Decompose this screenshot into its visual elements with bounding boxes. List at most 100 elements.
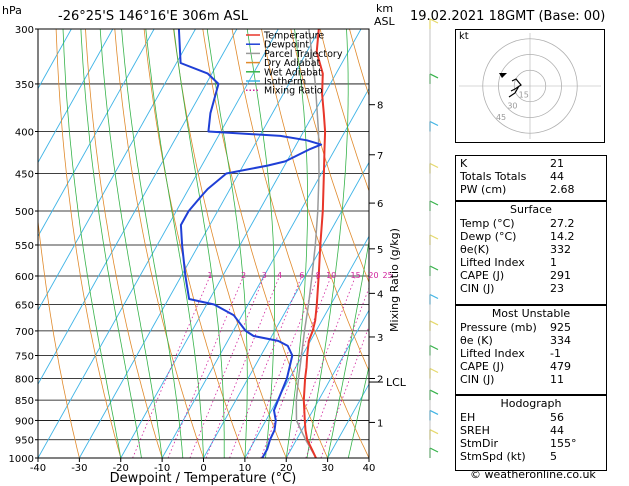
temperature-tick-label: -10: [154, 463, 170, 474]
height-tick-label: 3: [377, 333, 383, 344]
temperature-tick-label: 0: [200, 463, 206, 474]
wind-barb-flag: [429, 389, 439, 395]
wind-barb-flag: [429, 265, 439, 271]
row-label: CAPE (J): [460, 269, 505, 282]
dry-adiabat-line: [55, 29, 122, 458]
isotherm-line: [203, 161, 369, 458]
table-row: StmDir 155°: [456, 437, 606, 450]
row-label: StmDir: [460, 437, 499, 450]
dry-adiabat-line: [114, 29, 204, 458]
dry-adiabat-line: [290, 29, 369, 284]
table-row: Lifted Index 1: [456, 256, 606, 269]
isotherm-line: [38, 29, 279, 458]
legend-label: Mixing Ratio: [264, 86, 323, 97]
row-value: 11: [550, 373, 564, 386]
wet-adiabat-line: [285, 29, 308, 458]
table-row: CIN (J) 23: [456, 282, 606, 295]
pressure-tick-label: 450: [15, 169, 34, 180]
pressure-tick-label: 600: [15, 272, 34, 283]
row-value: 1: [550, 256, 557, 269]
km-label: km: [376, 2, 393, 15]
pressure-tick-label: 1000: [9, 454, 34, 465]
isotherm-line: [38, 29, 114, 164]
row-value: 23: [550, 282, 564, 295]
table-row: CIN (J) 11: [456, 373, 606, 386]
most-unstable-table: Pressure (mb) 925 θe (K) 334 Lifted Index -1 C…: [456, 321, 606, 386]
surface-title: Surface: [510, 203, 552, 216]
legend-label: Dewpoint: [264, 40, 309, 51]
pressure-tick-label: 800: [15, 374, 34, 385]
hodograph-table: EH 56 SREH 44 StmDir 155° StmSpd (kt) 5: [456, 411, 606, 463]
surface-box: Surface Temp (°C) 27.2 Dewp (°C) 14.2 θe(K) 3…: [455, 201, 607, 305]
mixing-ratio-label: 8: [316, 271, 321, 280]
table-row: PW (cm) 2.68: [456, 183, 606, 196]
hpa-label: hPa: [2, 4, 22, 17]
wet-adiabat-line: [145, 29, 204, 458]
table-row: EH 56: [456, 411, 606, 424]
indices-table: K 21 Totals Totals 44 PW (cm) 2.68: [456, 157, 606, 196]
isotherm-line: [285, 309, 369, 458]
wind-barb-flag: [429, 200, 439, 206]
wet-adiabat-line: [206, 29, 248, 458]
row-value: 56: [550, 411, 564, 424]
height-tick-label: 4: [377, 289, 383, 300]
isotherm-line: [244, 235, 369, 458]
pressure-tick-label: 500: [15, 207, 34, 218]
most-unstable-box: Most Unstable Pressure (mb) 925 θe (K) 334 L…: [455, 305, 607, 395]
dry-adiabat-line: [173, 29, 287, 458]
temperature-tick-label: -20: [113, 463, 129, 474]
mixing-ratio-line: [320, 325, 369, 458]
temperature-tick-label: 40: [363, 463, 376, 474]
mixing-ratio-label: 10: [326, 271, 336, 280]
row-label: SREH: [460, 424, 490, 437]
wind-barb-flag: [429, 429, 439, 435]
hodograph-kt-label: kt: [459, 31, 469, 42]
height-tick-label: 8: [377, 101, 383, 112]
temperature-tick-label: 30: [321, 463, 334, 474]
wet-adiabat-line: [246, 29, 275, 458]
mixing-ratio-label: 3: [262, 271, 267, 280]
isotherm-line: [327, 383, 369, 458]
dry-adiabat-line: [231, 29, 369, 458]
pressure-tick-label: 400: [15, 128, 34, 139]
mixing-ratio-label: 15: [350, 271, 360, 280]
row-label: Dewp (°C): [460, 230, 517, 243]
table-row: θe (K) 334: [456, 334, 606, 347]
mixing-ratio-label: 25: [383, 271, 393, 280]
pressure-tick-label: 550: [15, 241, 34, 252]
table-row: SREH 44: [456, 424, 606, 437]
credit-text: © weatheronline.co.uk: [470, 468, 596, 481]
row-value: 44: [550, 424, 564, 437]
mixing-ratio-line: [260, 275, 332, 458]
height-tick-label: 2: [377, 374, 383, 385]
x-axis-label: Dewpoint / Temperature (°C): [110, 471, 297, 486]
wind-barb-flag: [429, 293, 439, 300]
row-label: K: [460, 157, 468, 170]
dry-adiabat-line: [85, 29, 163, 458]
row-value: 5: [550, 450, 557, 463]
mixing-ratio-line: [305, 286, 369, 458]
isotherm-line: [120, 29, 362, 458]
asl-label: ASL: [374, 15, 396, 28]
pressure-tick-label: 750: [15, 351, 34, 362]
row-value: 925: [550, 321, 571, 334]
pressure-tick-label: 900: [15, 416, 34, 427]
row-label: Pressure (mb): [460, 321, 537, 334]
mixing-ratio-label: 6: [299, 271, 304, 280]
temperature-tick-label: -30: [71, 463, 87, 474]
row-label: EH: [460, 411, 476, 424]
mixing-ratio-label: 1: [207, 271, 212, 280]
row-label: StmSpd (kt): [460, 450, 526, 463]
legend-label: Wet Adiabat: [264, 67, 322, 78]
hodograph-ring-label: 45: [496, 113, 506, 122]
pressure-tick-label: 300: [15, 25, 34, 36]
row-value: 21: [550, 157, 564, 170]
most-unstable-title: Most Unstable: [491, 307, 571, 320]
row-label: CIN (J): [460, 373, 495, 386]
location-title: -26°25'S 146°16'E 306m ASL: [58, 9, 249, 24]
height-tick-label: 5: [377, 245, 383, 256]
wind-barb-flag: [429, 162, 439, 169]
isotherm-line: [38, 29, 72, 90]
legend-label: Dry Adiabat: [264, 58, 321, 69]
